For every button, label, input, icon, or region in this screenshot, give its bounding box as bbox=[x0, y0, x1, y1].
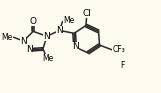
Text: Me: Me bbox=[63, 16, 75, 25]
Text: N: N bbox=[20, 37, 27, 46]
Text: Cl: Cl bbox=[82, 9, 91, 18]
Text: N: N bbox=[72, 43, 79, 52]
Text: CF: CF bbox=[113, 45, 123, 54]
Text: Me: Me bbox=[42, 54, 53, 63]
Text: CF₃: CF₃ bbox=[112, 45, 125, 54]
Text: F: F bbox=[120, 51, 124, 70]
Text: N: N bbox=[43, 32, 50, 41]
Text: O: O bbox=[30, 17, 37, 26]
Text: Me: Me bbox=[1, 33, 13, 42]
Text: N: N bbox=[56, 26, 63, 35]
Text: N: N bbox=[26, 45, 33, 54]
Text: 3: 3 bbox=[120, 46, 123, 51]
